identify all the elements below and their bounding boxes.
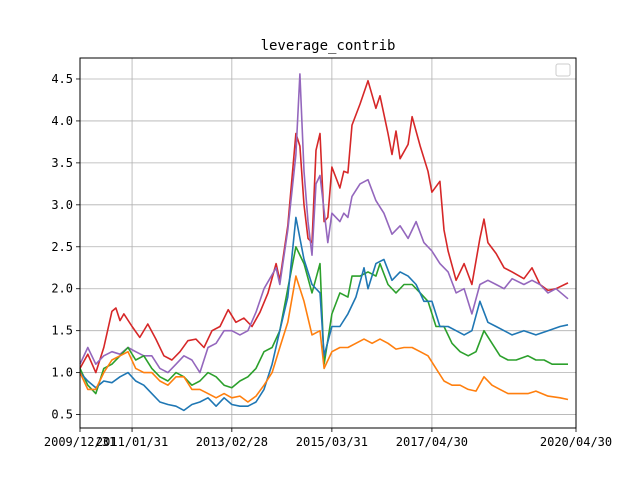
legend: [555, 63, 571, 77]
y-tick-label: 3.0: [51, 198, 73, 212]
x-tick-label: 2020/04/30: [540, 435, 612, 449]
legend-box: [555, 63, 571, 77]
y-tick-label: 1.0: [51, 366, 73, 380]
y-tick-label: 0.5: [51, 408, 73, 422]
x-tick-label: 2015/03/31: [296, 435, 368, 449]
y-tick-label: 2.0: [51, 282, 73, 296]
series-line-2: [79, 73, 569, 374]
x-tick-label: 2009/12/31: [44, 435, 116, 449]
x-tick-label: 2013/02/28: [196, 435, 268, 449]
y-tick-label: 4.0: [51, 114, 73, 128]
chart-title: leverage_contrib: [261, 38, 396, 54]
y-tick-label: 2.5: [51, 240, 73, 254]
series-line-1: [79, 79, 569, 374]
y-tick-label: 1.5: [51, 324, 73, 338]
series-line-5: [79, 275, 569, 403]
y-tick-label: 3.5: [51, 156, 73, 170]
x-tick-label: 2017/04/30: [396, 435, 468, 449]
plot-frame: [79, 57, 577, 429]
y-tick-label: 4.5: [51, 72, 73, 86]
x-tick-label: 2011/01/31: [96, 435, 168, 449]
series-group: [79, 73, 569, 412]
series-line-4: [79, 216, 569, 412]
